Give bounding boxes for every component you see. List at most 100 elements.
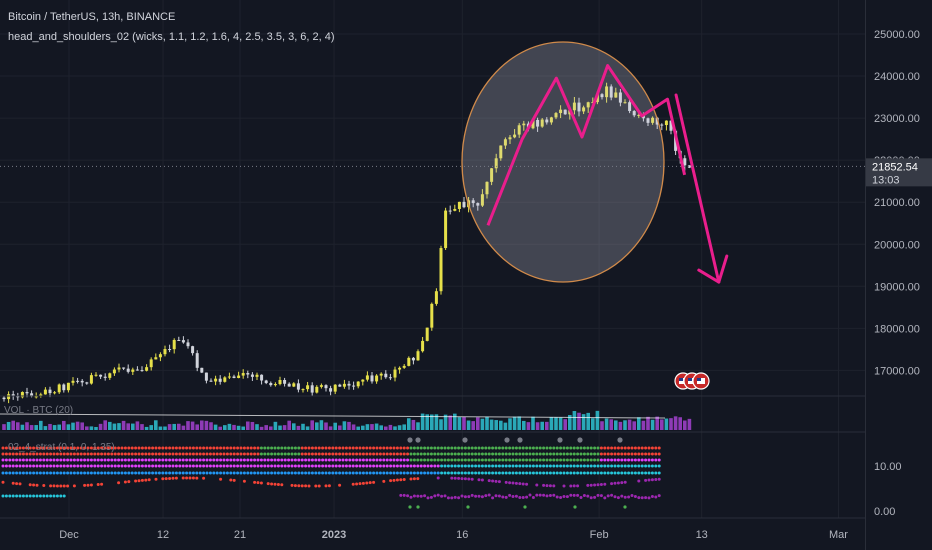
strat-dot (429, 464, 433, 468)
strat-dot (212, 458, 216, 462)
strat-dot (351, 482, 355, 486)
strat-dot (338, 464, 342, 468)
strat-dot (117, 446, 121, 450)
strat-dot (96, 464, 100, 468)
strat-dot (372, 471, 376, 475)
strat-dot (249, 452, 253, 456)
strat-dot (49, 446, 53, 450)
strat-dot (436, 493, 440, 497)
strat-dot (389, 446, 393, 450)
pattern-circle (461, 41, 665, 283)
strat-dot (487, 458, 491, 462)
strat-dot (569, 446, 573, 450)
strat-dot (222, 471, 226, 475)
strat-dot (545, 471, 549, 475)
candle-body (273, 384, 277, 386)
strat-dot (650, 452, 654, 456)
strat-dot (174, 476, 178, 480)
strat-dot (338, 471, 342, 475)
strat-dot (511, 481, 515, 485)
candle (126, 364, 130, 374)
strat-dot (276, 446, 280, 450)
price-tick-label: 23000.00 (874, 113, 920, 125)
strat-dot (637, 471, 641, 475)
strat-dot (599, 464, 603, 468)
volume-bar (485, 416, 489, 430)
candle-body (361, 379, 365, 382)
strat-dot (222, 458, 226, 462)
strat-dot (443, 458, 447, 462)
strat-dot (419, 452, 423, 456)
strat-dot (321, 458, 325, 462)
strat-dot (497, 480, 501, 484)
strat-dot (239, 464, 243, 468)
strat-dot (86, 452, 90, 456)
strat-dot (613, 458, 617, 462)
candle (356, 381, 360, 389)
strat-dot (157, 452, 161, 456)
strat-dot (256, 452, 260, 456)
strat-dot (59, 452, 63, 456)
volume-bar (39, 420, 43, 430)
strat-dot (140, 478, 144, 482)
candle-body (214, 378, 218, 382)
strat-dot (610, 446, 614, 450)
strat-dot (134, 464, 138, 468)
strat-dot (440, 494, 444, 498)
strat-dot (239, 458, 243, 462)
candle (140, 366, 144, 372)
strat-dot (463, 464, 467, 468)
candle-body (163, 349, 167, 355)
candle-body (223, 377, 227, 382)
strat-dot (113, 471, 117, 475)
strat-dot (202, 464, 206, 468)
strat-dot (542, 483, 546, 487)
candle (398, 366, 402, 374)
strat-dot (514, 471, 518, 475)
strat-dot (174, 446, 178, 450)
strat-dot (453, 464, 457, 468)
strat-dot (140, 464, 144, 468)
strat-dot (276, 452, 280, 456)
strat-dot (654, 464, 658, 468)
candle (457, 201, 461, 213)
candle (209, 378, 213, 382)
strat-dot (134, 458, 138, 462)
volume-bar (480, 418, 485, 430)
strat-dot (599, 452, 603, 456)
strat-dot (242, 479, 246, 483)
strat-dot (589, 446, 593, 450)
strat-dot (474, 452, 478, 456)
strat-dot (562, 446, 566, 450)
strat-dot (161, 452, 165, 456)
strat-dot (168, 471, 172, 475)
strat-dot (225, 458, 229, 462)
strat-dot (460, 477, 464, 481)
strat-dot (103, 464, 107, 468)
candle-body (80, 380, 84, 383)
strat-dot (327, 484, 331, 488)
strat-dot (59, 494, 63, 498)
strat-dot (225, 471, 229, 475)
strat-dot (623, 464, 627, 468)
strat-dot (433, 464, 437, 468)
strat-dot (562, 494, 566, 498)
volume-bar (462, 417, 466, 430)
strat-dot (229, 458, 233, 462)
candle (122, 367, 126, 370)
strat-dot (127, 480, 131, 484)
strat-dot (106, 452, 110, 456)
strat-dot (293, 446, 297, 450)
strat-dot (273, 452, 277, 456)
strat-dot (344, 458, 348, 462)
strat-dot (514, 452, 518, 456)
strat-dot (409, 458, 413, 462)
volume-bar (356, 426, 360, 430)
strat-dot (443, 446, 447, 450)
strat-dot (229, 478, 233, 482)
strat-dot (443, 464, 447, 468)
strat-dot (582, 458, 586, 462)
candle (218, 375, 222, 385)
strat-dot (511, 471, 515, 475)
